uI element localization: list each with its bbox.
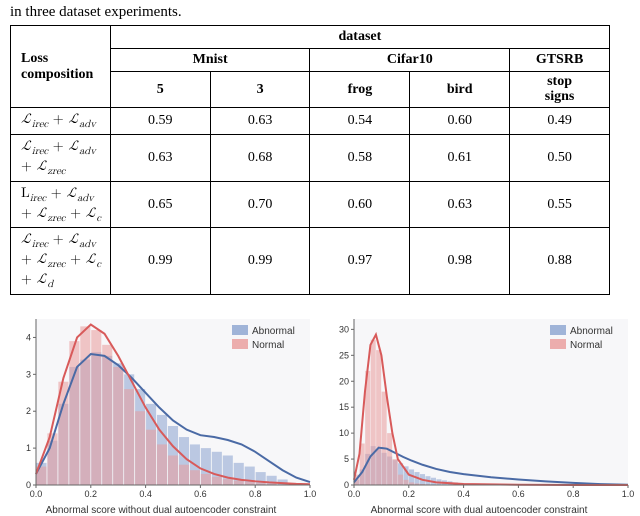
cell-value: 0.98 xyxy=(410,228,510,294)
chart-right: 0510152025300.00.20.40.60.81.0AbnormalNo… xyxy=(324,313,634,516)
cell-value: 0.58 xyxy=(310,135,410,182)
cell-value: 0.54 xyxy=(310,108,410,135)
svg-text:0.8: 0.8 xyxy=(249,489,262,499)
svg-text:5: 5 xyxy=(344,454,349,464)
chart-right-xlabel: Abnormal score with dual autoencoder con… xyxy=(324,503,634,516)
cell-value: 0.99 xyxy=(210,228,310,294)
svg-text:30: 30 xyxy=(339,324,349,334)
svg-text:3: 3 xyxy=(26,369,31,379)
cell-value: 0.60 xyxy=(310,181,410,228)
svg-text:0.6: 0.6 xyxy=(194,489,207,499)
svg-text:0.4: 0.4 xyxy=(139,489,152,499)
svg-text:2: 2 xyxy=(26,406,31,416)
chart-left: 012340.00.20.40.60.81.0AbnormalNormal Ab… xyxy=(6,313,316,516)
cell-value: 0.99 xyxy=(110,228,210,294)
svg-text:Abnormal: Abnormal xyxy=(252,326,295,337)
svg-text:0.2: 0.2 xyxy=(403,489,416,499)
loss-label: Lirec + ℒadv + ℒzrec + ℒc xyxy=(11,181,111,228)
cell-value: 0.60 xyxy=(410,108,510,135)
cell-value: 0.65 xyxy=(110,181,210,228)
svg-text:0.0: 0.0 xyxy=(30,489,43,499)
cell-value: 0.70 xyxy=(210,181,310,228)
sub-stop: stop signs xyxy=(510,72,610,108)
chart-left-xlabel: Abnormal score without dual autoencoder … xyxy=(6,503,316,516)
sub-5: 5 xyxy=(110,72,210,108)
header-cifar: Cifar10 xyxy=(310,49,510,72)
cell-value: 0.50 xyxy=(510,135,610,182)
cell-value: 0.63 xyxy=(410,181,510,228)
cell-value: 0.97 xyxy=(310,228,410,294)
sub-frog: frog xyxy=(310,72,410,108)
cell-value: 0.68 xyxy=(210,135,310,182)
svg-text:15: 15 xyxy=(339,402,349,412)
header-dataset: dataset xyxy=(110,26,609,49)
svg-text:4: 4 xyxy=(26,332,31,342)
svg-text:1.0: 1.0 xyxy=(304,489,316,499)
svg-text:Normal: Normal xyxy=(252,340,284,351)
svg-text:25: 25 xyxy=(339,350,349,360)
cell-value: 0.63 xyxy=(210,108,310,135)
svg-text:10: 10 xyxy=(339,428,349,438)
loss-label: ℒirec + ℒadv + ℒzrec xyxy=(11,135,111,182)
svg-text:20: 20 xyxy=(339,376,349,386)
svg-text:0.0: 0.0 xyxy=(348,489,361,499)
svg-text:Abnormal: Abnormal xyxy=(570,326,613,337)
loss-label: ℒirec + ℒadv + ℒzrec + ℒc + ℒd xyxy=(11,228,111,294)
sub-bird: bird xyxy=(410,72,510,108)
loss-label: ℒirec + ℒadv xyxy=(11,108,111,135)
cell-value: 0.59 xyxy=(110,108,210,135)
header-loss: Loss composition xyxy=(11,26,111,108)
svg-text:0.4: 0.4 xyxy=(457,489,470,499)
svg-text:1: 1 xyxy=(26,443,31,453)
results-table: Loss composition dataset Mnist Cifar10 G… xyxy=(10,25,610,295)
cell-value: 0.61 xyxy=(410,135,510,182)
cell-value: 0.63 xyxy=(110,135,210,182)
svg-text:0.2: 0.2 xyxy=(85,489,98,499)
svg-text:0.6: 0.6 xyxy=(512,489,525,499)
caption-text: in three dataset experiments. xyxy=(0,0,640,23)
cell-value: 0.88 xyxy=(510,228,610,294)
svg-text:0.8: 0.8 xyxy=(567,489,580,499)
sub-3: 3 xyxy=(210,72,310,108)
cell-value: 0.55 xyxy=(510,181,610,228)
header-gtsrb: GTSRB xyxy=(510,49,610,72)
header-mnist: Mnist xyxy=(110,49,310,72)
cell-value: 0.49 xyxy=(510,108,610,135)
svg-text:1.0: 1.0 xyxy=(622,489,634,499)
svg-text:Normal: Normal xyxy=(570,340,602,351)
